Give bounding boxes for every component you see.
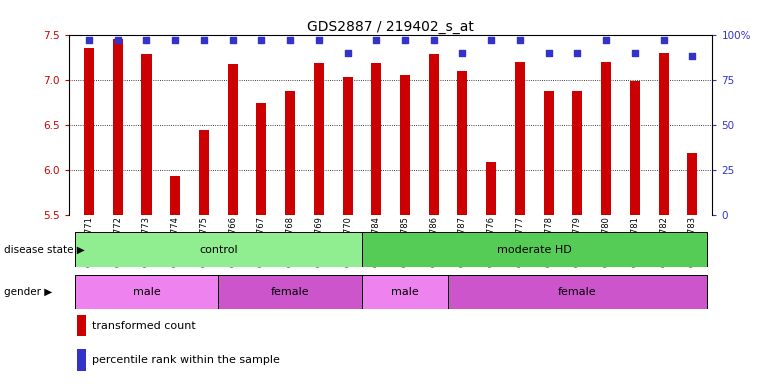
Bar	[84, 48, 94, 215]
Bar	[228, 65, 237, 215]
Point	[255, 37, 267, 43]
Point	[657, 37, 669, 43]
Text: gender ▶: gender ▶	[4, 287, 52, 297]
Bar	[362, 275, 448, 309]
Point	[457, 50, 469, 56]
Point	[284, 37, 296, 43]
Bar	[400, 75, 410, 215]
Point	[370, 37, 382, 43]
Bar	[218, 275, 362, 309]
Point	[571, 50, 584, 56]
Point	[140, 37, 152, 43]
Bar	[342, 77, 352, 215]
Bar	[429, 55, 439, 215]
Bar	[199, 130, 209, 215]
Bar	[515, 62, 525, 215]
Bar	[448, 275, 706, 309]
Point	[514, 37, 526, 43]
Bar	[142, 55, 152, 215]
Bar	[544, 91, 554, 215]
Point	[399, 37, 411, 43]
Bar	[75, 275, 218, 309]
Bar	[314, 63, 324, 215]
Text: moderate HD: moderate HD	[497, 245, 571, 255]
Bar	[572, 91, 582, 215]
Bar	[630, 81, 640, 215]
Text: percentile rank within the sample: percentile rank within the sample	[92, 355, 280, 365]
Bar	[113, 39, 123, 215]
Point	[427, 37, 440, 43]
Point	[112, 37, 124, 43]
Point	[342, 50, 354, 56]
Bar	[372, 63, 381, 215]
Point	[686, 53, 699, 59]
Bar	[285, 91, 295, 215]
Point	[83, 37, 95, 43]
Text: transformed count: transformed count	[92, 321, 195, 331]
Text: male: male	[391, 287, 419, 297]
Bar	[170, 176, 180, 215]
Point	[542, 50, 555, 56]
Bar	[659, 53, 669, 215]
Point	[629, 50, 641, 56]
Text: control: control	[199, 245, 237, 255]
Bar	[75, 232, 362, 267]
Point	[169, 37, 182, 43]
Bar	[486, 162, 496, 215]
Text: male: male	[133, 287, 160, 297]
Bar	[601, 62, 611, 215]
Text: female: female	[558, 287, 597, 297]
Point	[313, 37, 325, 43]
Bar	[457, 71, 467, 215]
Bar	[257, 103, 267, 215]
Point	[600, 37, 612, 43]
Bar	[687, 153, 697, 215]
Text: female: female	[271, 287, 309, 297]
Point	[198, 37, 210, 43]
Point	[485, 37, 497, 43]
Text: disease state ▶: disease state ▶	[4, 245, 84, 255]
Bar	[362, 232, 706, 267]
Point	[227, 37, 239, 43]
Title: GDS2887 / 219402_s_at: GDS2887 / 219402_s_at	[307, 20, 474, 33]
